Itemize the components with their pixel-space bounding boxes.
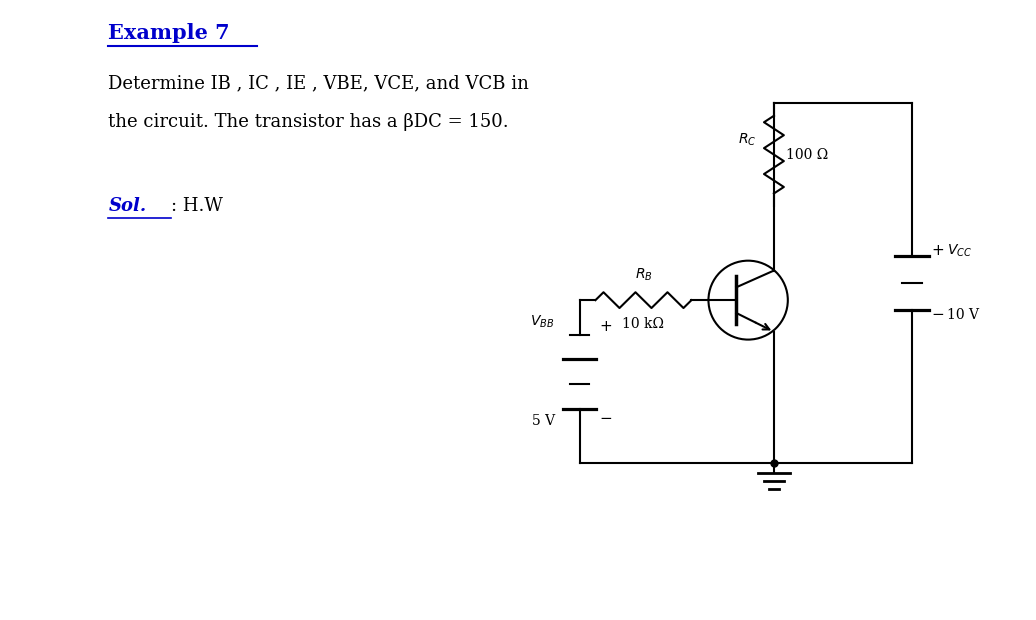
- Text: $V_{CC}$: $V_{CC}$: [947, 242, 972, 259]
- Text: 10 kΩ: 10 kΩ: [623, 317, 664, 331]
- Text: +: +: [600, 319, 612, 334]
- Text: $R_C$: $R_C$: [738, 131, 756, 148]
- Text: $V_{BB}$: $V_{BB}$: [530, 313, 554, 330]
- Text: : H.W: : H.W: [171, 197, 223, 215]
- Text: 100 Ω: 100 Ω: [786, 148, 828, 162]
- Text: −: −: [600, 411, 612, 426]
- Text: 5 V: 5 V: [531, 414, 554, 428]
- Text: 10 V: 10 V: [947, 308, 979, 322]
- Text: Sol.: Sol.: [109, 197, 146, 215]
- Text: −: −: [931, 308, 945, 322]
- Text: Determine IB , IC , IE , VBE, VCE, and VCB in: Determine IB , IC , IE , VBE, VCE, and V…: [109, 74, 529, 92]
- Text: $R_B$: $R_B$: [635, 267, 653, 283]
- Text: +: +: [931, 243, 945, 259]
- Text: the circuit. The transistor has a βDC = 150.: the circuit. The transistor has a βDC = …: [109, 113, 509, 131]
- Text: Example 7: Example 7: [109, 23, 230, 43]
